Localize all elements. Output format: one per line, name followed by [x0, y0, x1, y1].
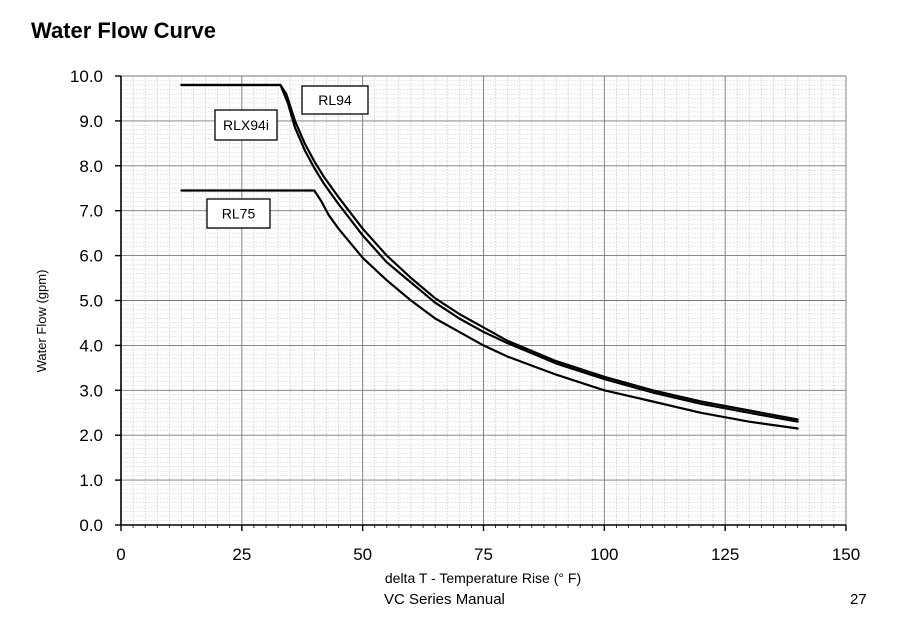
footer-manual-name: VC Series Manual: [384, 591, 505, 608]
y-tick-label: 1.0: [79, 471, 103, 490]
y-tick-label: 7.0: [79, 202, 103, 221]
y-tick-label: 3.0: [79, 381, 103, 400]
x-tick-label: 50: [353, 545, 372, 564]
series-line-rl94: [180, 83, 799, 421]
x-tick-label: 0: [116, 545, 125, 564]
axis-ticks: [115, 75, 847, 531]
annotation-label-rl94: RL94: [318, 92, 352, 108]
y-tick-label: 4.0: [79, 336, 103, 355]
annotation-box-rlx94i: [214, 109, 278, 141]
axis-tick-labels: 0 25 50 75 100 125 150 0.0 1.0 2.0 3.0 4.0 5.0 6.0 7.0…: [70, 67, 860, 564]
x-tick-label: 100: [590, 545, 618, 564]
y-tick-label: 0.0: [79, 516, 103, 535]
footer-page-number: 27: [850, 591, 867, 608]
x-axis-label: delta T - Temperature Rise (° F): [385, 570, 581, 586]
y-tick-label: 10.0: [70, 67, 103, 86]
x-tick-label: 25: [232, 545, 251, 564]
y-tick-label: 8.0: [79, 157, 103, 176]
series-annotations: RL94 RLX94i RL75: [206, 85, 369, 229]
series-line-rlx94i: [180, 83, 799, 423]
y-axis-label: Water Flow (gpm): [34, 270, 49, 373]
y-tick-label: 2.0: [79, 426, 103, 445]
y-tick-label: 9.0: [79, 112, 103, 131]
annotation-label-rl75: RL75: [222, 206, 256, 222]
series-line-rl75: [180, 189, 799, 430]
x-tick-label: 150: [832, 545, 860, 564]
x-tick-label: 75: [474, 545, 493, 564]
y-tick-label: 6.0: [79, 247, 103, 266]
annotation-box-rl94: [301, 85, 369, 115]
x-tick-label: 125: [711, 545, 739, 564]
y-tick-label: 5.0: [79, 292, 103, 311]
annotation-box-rl75: [206, 198, 271, 229]
annotation-label-rlx94i: RLX94i: [223, 117, 269, 133]
series-lines: [180, 83, 799, 430]
chart-title: Water Flow Curve: [31, 18, 216, 43]
